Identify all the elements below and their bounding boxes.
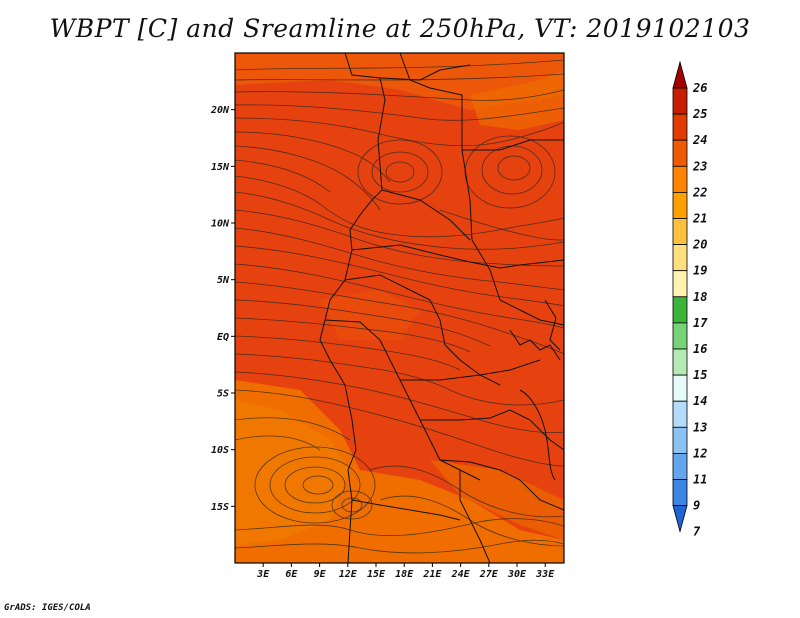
colorbar-label: 24 (692, 133, 707, 147)
colorbar-cell (672, 87, 688, 115)
colorbar-cell (672, 270, 688, 298)
colorbar-cell (672, 479, 688, 507)
lon-label: 24E (451, 569, 471, 580)
colorbar-label: 25 (692, 107, 707, 121)
lon-label: 18E (395, 569, 414, 580)
colorbar-cell (672, 296, 688, 324)
colorbar-cell (672, 400, 688, 428)
lon-label: 33E (535, 569, 555, 580)
colorbar-label: 20 (692, 238, 707, 252)
colorbar-cell (672, 113, 688, 141)
colorbar-cell (672, 452, 688, 480)
lat-label: 10S (211, 445, 229, 456)
colorbar-label: 15 (693, 368, 707, 382)
colorbar-label: 12 (693, 446, 707, 460)
colorbar-cell (672, 218, 688, 246)
lat-label: 15N (211, 162, 230, 173)
colorbar-label: 7 (693, 525, 701, 539)
wbpt-field (235, 53, 564, 563)
colorbar-label: 21 (692, 212, 707, 226)
lon-label: 3E (256, 569, 270, 580)
colorbar-cell (672, 426, 688, 454)
lat-label: 20N (210, 105, 230, 116)
lat-label: EQ (217, 332, 229, 343)
colorbar-label: 11 (693, 473, 707, 487)
colorbar-arrow-top (672, 60, 688, 89)
colorbar-cell (672, 374, 688, 402)
map-frame (234, 52, 565, 564)
latitude-axis: 20N 15N 10N 5N EQ 5S 10S 15S (210, 105, 235, 513)
lat-label: 15S (211, 502, 229, 513)
lat-label: 5S (217, 389, 229, 400)
lat-label: 5N (217, 275, 230, 286)
colorbar-label: 26 (692, 81, 707, 95)
colorbar-label: 14 (693, 394, 707, 408)
colorbar-cell (672, 165, 688, 193)
colorbar-cell (672, 244, 688, 272)
colorbar: 26 25 24 23 22 21 20 19 18 17 16 15 14 13 12 11 9 7 (672, 60, 708, 539)
lat-label: 10N (211, 219, 230, 230)
colorbar-label: 22 (692, 185, 707, 199)
lon-label: 12E (339, 569, 358, 580)
lon-label: 15E (367, 569, 386, 580)
streamlines (234, 59, 565, 554)
longitude-axis: 3E 6E 9E 12E 15E 18E 21E 24E 27E 30E 33E (256, 563, 555, 580)
colorbar-label: 16 (693, 342, 707, 356)
lon-label: 30E (507, 569, 527, 580)
colorbar-label: 18 (693, 290, 707, 304)
colorbar-cell (672, 322, 688, 350)
grads-credit: GrADS: IGES/COLA (4, 603, 91, 613)
colorbar-cell (672, 139, 688, 167)
colorbar-label: 13 (693, 420, 707, 434)
colorbar-label: 9 (693, 499, 700, 513)
colorbar-label: 17 (693, 316, 708, 330)
colorbar-label: 19 (693, 264, 707, 278)
colorbar-cell (672, 191, 688, 219)
lon-label: 21E (422, 569, 442, 580)
colorbar-label: 23 (692, 159, 707, 173)
country-boundaries (319, 52, 565, 564)
map-title: WBPT [C] and Sreamline at 250hPa, VT: 20… (49, 14, 751, 43)
lon-label: 6E (285, 569, 298, 580)
colorbar-arrow-bottom (672, 505, 688, 534)
lon-label: 27E (479, 569, 499, 580)
colorbar-cell (672, 348, 688, 376)
lon-label: 9E (314, 569, 327, 580)
